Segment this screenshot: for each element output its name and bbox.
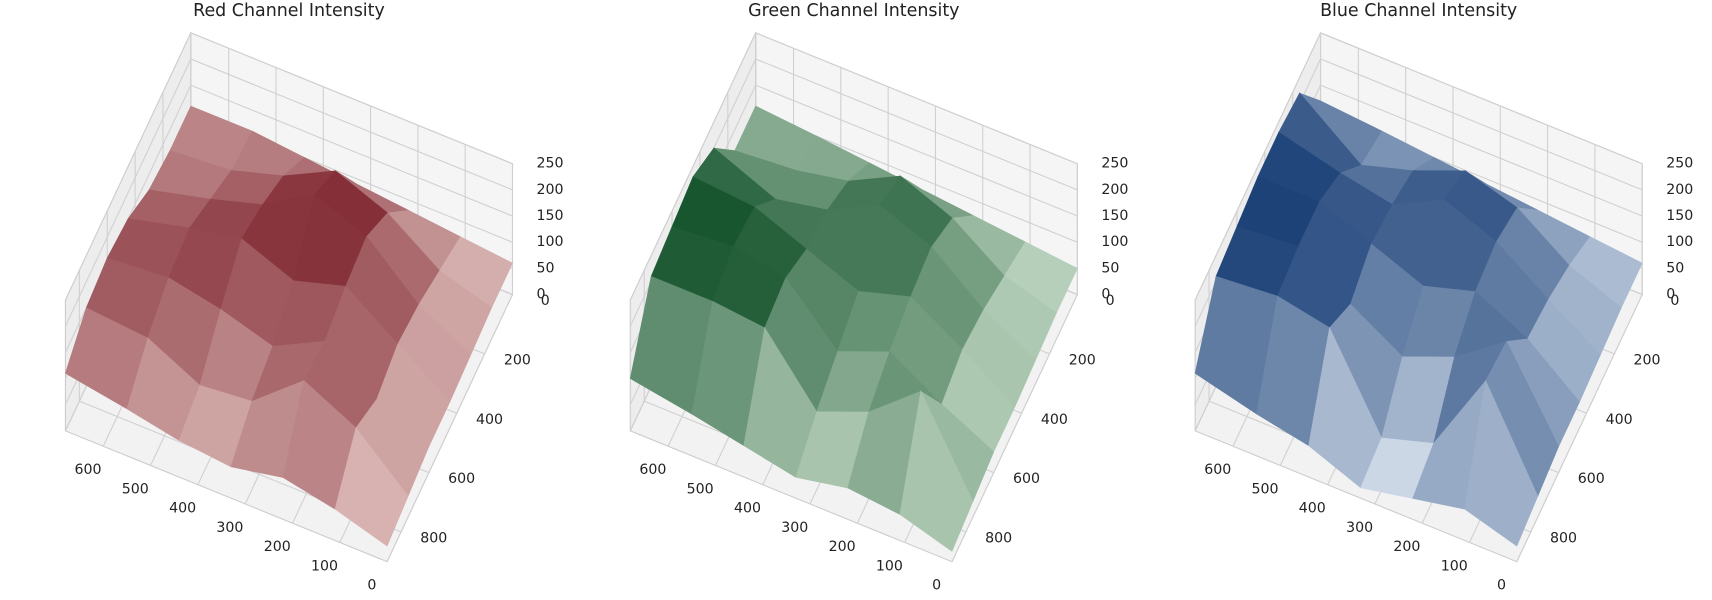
x-tick-label: 0 xyxy=(367,578,376,594)
y-tick-label: 600 xyxy=(1013,471,1040,487)
y-tick-label: 200 xyxy=(504,352,531,368)
x-tick-label: 500 xyxy=(122,481,149,497)
y-tick-label: 200 xyxy=(1069,352,1096,368)
x-tick-label: 400 xyxy=(734,501,761,517)
y-tick-label: 400 xyxy=(476,412,503,428)
x-tick-label: 200 xyxy=(829,539,856,555)
z-tick-label: 50 xyxy=(1666,260,1684,276)
y-tick-label: 600 xyxy=(448,471,475,487)
z-tick-label: 50 xyxy=(1101,260,1119,276)
x-tick-label: 600 xyxy=(1204,462,1231,478)
z-tick-label: 0 xyxy=(536,287,545,303)
x-tick-label: 400 xyxy=(1299,501,1326,517)
z-tick-label: 0 xyxy=(1101,287,1110,303)
x-tick-label: 300 xyxy=(1346,520,1373,536)
z-tick-label: 200 xyxy=(1666,182,1693,198)
grid-line xyxy=(64,32,513,301)
surface-patch xyxy=(899,390,974,552)
y-tick-label: 400 xyxy=(1606,412,1633,428)
x-tick-label: 500 xyxy=(1251,481,1278,497)
x-tick-label: 100 xyxy=(1441,558,1468,574)
x-tick-label: 0 xyxy=(1497,578,1506,594)
x-tick-label: 200 xyxy=(264,539,291,555)
grid-line xyxy=(629,32,1078,301)
y-tick-label: 600 xyxy=(1578,471,1605,487)
y-tick-label: 800 xyxy=(420,531,447,547)
chart-title: Red Channel Intensity xyxy=(193,1,385,21)
z-tick-label: 250 xyxy=(1666,156,1693,172)
y-tick-label: 800 xyxy=(1550,531,1577,547)
x-tick-label: 0 xyxy=(932,578,941,594)
y-tick-label: 200 xyxy=(1634,352,1661,368)
z-tick-label: 250 xyxy=(1101,156,1128,172)
z-tick-label: 0 xyxy=(1666,287,1675,303)
chart-title: Blue Channel Intensity xyxy=(1320,1,1517,21)
z-tick-label: 150 xyxy=(1101,208,1128,224)
y-tick-label: 0 xyxy=(541,293,550,309)
x-tick-label: 200 xyxy=(1393,539,1420,555)
y-tick-label: 400 xyxy=(1041,412,1068,428)
z-tick-label: 150 xyxy=(1666,208,1693,224)
y-tick-label: 800 xyxy=(985,531,1012,547)
z-tick-label: 100 xyxy=(536,234,563,250)
x-tick-label: 400 xyxy=(169,501,196,517)
z-tick-label: 200 xyxy=(1101,182,1128,198)
y-tick-label: 0 xyxy=(1106,293,1115,309)
z-tick-label: 100 xyxy=(1101,234,1128,250)
chart-title: Green Channel Intensity xyxy=(748,1,959,21)
grid-line xyxy=(64,58,513,327)
x-tick-label: 600 xyxy=(74,462,101,478)
z-tick-label: 200 xyxy=(536,182,563,198)
z-tick-label: 150 xyxy=(536,208,563,224)
x-tick-label: 300 xyxy=(216,520,243,536)
z-tick-label: 250 xyxy=(536,156,563,172)
grid-line xyxy=(1194,32,1643,301)
surface-patch xyxy=(1464,379,1539,547)
z-tick-label: 100 xyxy=(1666,234,1693,250)
z-tick-label: 50 xyxy=(536,260,554,276)
surface-patch xyxy=(334,427,409,547)
x-tick-label: 300 xyxy=(781,520,808,536)
x-tick-label: 600 xyxy=(639,462,666,478)
y-tick-label: 0 xyxy=(1670,293,1679,309)
x-tick-label: 100 xyxy=(311,558,338,574)
x-tick-label: 100 xyxy=(876,558,903,574)
x-tick-label: 500 xyxy=(687,481,714,497)
